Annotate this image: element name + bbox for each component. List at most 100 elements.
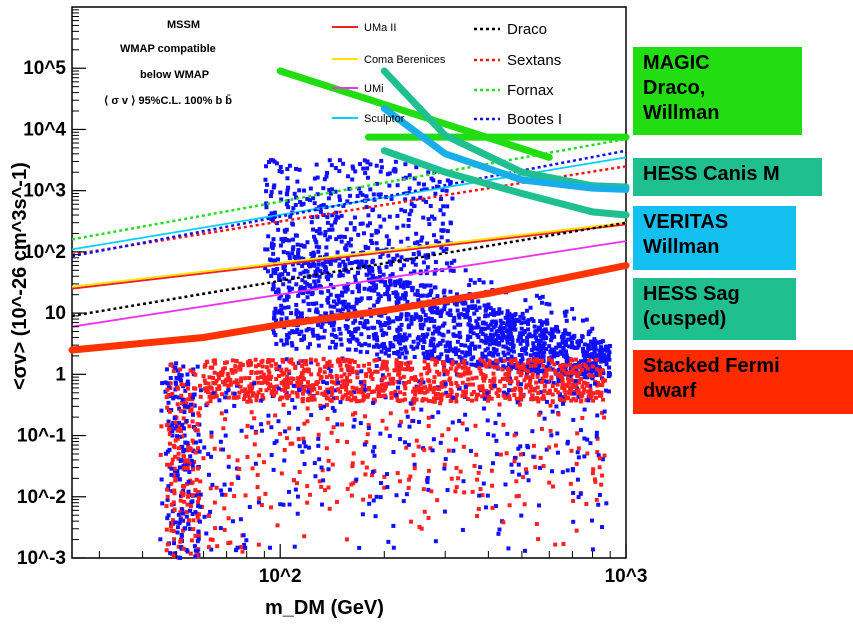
scatter-point <box>364 194 369 199</box>
scatter-point <box>430 331 435 336</box>
scatter-point <box>218 447 223 452</box>
scatter-point <box>175 434 180 439</box>
scatter-point <box>358 421 363 426</box>
scatter-point <box>435 306 440 311</box>
scatter-point <box>158 537 163 542</box>
scatter-point <box>242 397 247 402</box>
scatter-point <box>295 242 300 247</box>
scatter-point <box>336 380 341 385</box>
scatter-point <box>324 381 329 386</box>
scatter-point <box>444 188 449 193</box>
scatter-point <box>419 372 424 377</box>
y-tick-label: 10^4 <box>23 119 66 140</box>
scatter-point <box>497 527 502 532</box>
scatter-point <box>427 222 432 227</box>
scatter-point <box>353 411 358 416</box>
scatter-point <box>581 380 586 385</box>
scatter-point <box>176 456 181 461</box>
scatter-point <box>444 348 449 353</box>
scatter-point <box>561 401 566 406</box>
scatter-point <box>469 398 474 403</box>
scatter-point <box>392 350 397 355</box>
scatter-point <box>515 400 520 405</box>
scatter-point <box>463 353 468 358</box>
scatter-point <box>379 313 384 318</box>
scatter-point <box>177 446 182 451</box>
scatter-point <box>197 406 202 411</box>
scatter-point <box>187 424 192 429</box>
scatter-point <box>260 393 265 398</box>
scatter-point <box>377 386 382 391</box>
scatter-point <box>533 346 538 351</box>
scatter-point <box>547 344 552 349</box>
scatter-point <box>171 554 176 559</box>
scatter-point <box>604 388 609 393</box>
scatter-point <box>364 246 369 251</box>
scatter-point <box>451 448 456 453</box>
scatter-point <box>605 357 610 362</box>
scatter-point <box>517 319 522 324</box>
scatter-point <box>414 165 419 170</box>
scatter-point <box>376 192 381 197</box>
scatter-point <box>302 367 307 372</box>
scatter-point <box>363 387 368 392</box>
scatter-point <box>346 396 351 401</box>
scatter-point <box>412 462 417 467</box>
scatter-point <box>419 407 424 412</box>
scatter-point <box>416 341 421 346</box>
scatter-point <box>252 381 257 386</box>
scatter-point <box>566 332 571 337</box>
scatter-point <box>312 386 317 391</box>
scatter-point <box>437 331 442 336</box>
scatter-point <box>537 359 542 364</box>
scatter-point <box>416 181 421 186</box>
scatter-point <box>587 352 592 357</box>
scatter-point <box>418 283 423 288</box>
scatter-point <box>180 401 185 406</box>
scatter-point <box>323 229 328 234</box>
scatter-point <box>332 320 337 325</box>
scatter-point <box>315 333 320 338</box>
scatter-point <box>418 322 423 327</box>
scatter-point <box>554 404 559 409</box>
scatter-point <box>220 380 225 385</box>
scatter-point <box>514 479 519 484</box>
scatter-point <box>408 367 413 372</box>
scatter-point <box>194 493 199 498</box>
scatter-point <box>607 343 612 348</box>
scatter-point <box>493 504 498 509</box>
scatter-point <box>305 260 310 265</box>
scatter-point <box>379 349 384 354</box>
scatter-point <box>595 413 600 418</box>
legend-fornax: Fornax <box>507 82 554 99</box>
scatter-point <box>521 394 526 399</box>
scatter-point <box>344 326 349 331</box>
scatter-point <box>188 508 193 513</box>
scatter-point <box>483 363 488 368</box>
scatter-point <box>511 349 516 354</box>
scatter-point <box>417 252 422 257</box>
scatter-point <box>362 321 367 326</box>
scatter-point <box>581 360 586 365</box>
scatter-point <box>386 316 391 321</box>
scatter-point <box>302 286 307 291</box>
scatter-point <box>336 387 341 392</box>
scatter-point <box>409 344 414 349</box>
scatter-point <box>477 305 482 310</box>
scatter-point <box>481 327 486 332</box>
scatter-point <box>259 380 264 385</box>
scatter-point <box>399 322 404 327</box>
scatter-point <box>160 501 165 506</box>
scatter-point <box>531 397 536 402</box>
scatter-point <box>312 234 317 239</box>
scatter-point <box>339 213 344 218</box>
scatter-point <box>407 212 412 217</box>
scatter-point <box>330 406 335 411</box>
scatter-point <box>369 374 374 379</box>
scatter-point <box>304 362 309 367</box>
scatter-point <box>450 420 455 425</box>
scatter-point <box>272 310 277 315</box>
scatter-point <box>508 359 513 364</box>
scatter-point <box>497 307 502 312</box>
scatter-point <box>542 384 547 389</box>
